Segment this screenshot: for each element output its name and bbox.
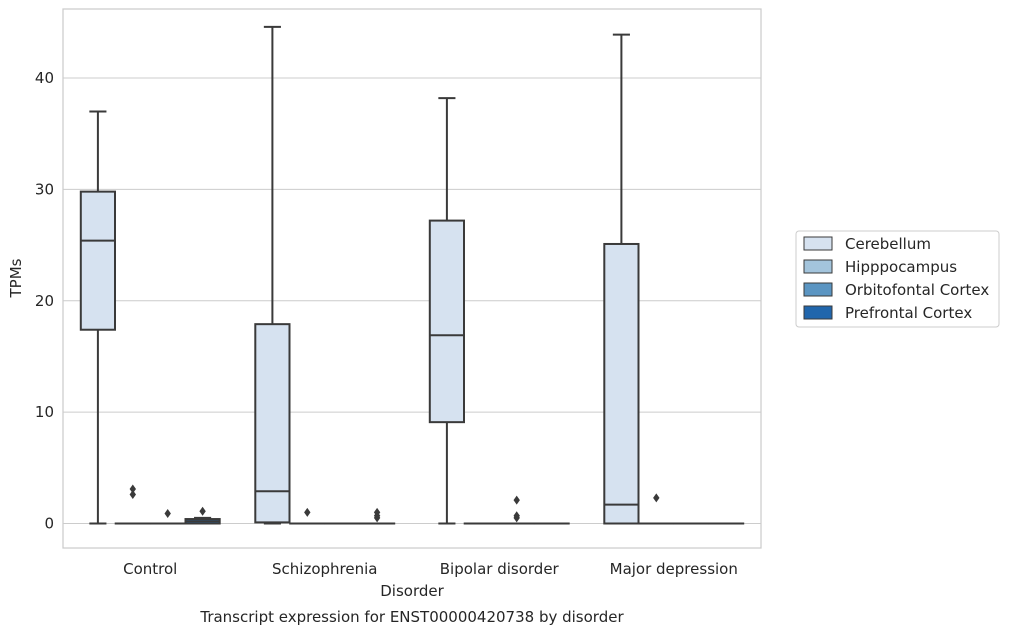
legend-label: Orbitofontal Cortex [845, 281, 989, 299]
box-cerebellum [255, 27, 289, 524]
boxes [81, 27, 743, 524]
outlier-point [304, 508, 310, 517]
x-axis-label: Disorder [380, 582, 444, 600]
legend-label: Hipppocampus [845, 258, 957, 276]
y-tick-label: 20 [35, 292, 54, 310]
gridlines [63, 78, 761, 523]
x-tick-label: Schizophrenia [272, 560, 377, 578]
plot-frame [63, 9, 761, 548]
box-iqr [81, 192, 115, 330]
box-cerebellum [604, 35, 638, 524]
legend-label: Prefrontal Cortex [845, 304, 972, 322]
outlier-point [199, 507, 205, 516]
y-axis-label: TPMs [7, 258, 25, 298]
outlier-point [130, 484, 136, 493]
y-tick-label: 0 [44, 515, 54, 533]
legend-swatch [804, 283, 832, 296]
box-cerebellum [81, 111, 115, 523]
box-hipppocampus [290, 508, 324, 524]
y-axis-ticks: 0 10 20 30 40 [35, 69, 54, 532]
y-tick-label: 30 [35, 180, 54, 198]
x-tick-label: Major depression [610, 560, 738, 578]
legend-swatch [804, 260, 832, 273]
outlier-point [653, 493, 659, 502]
box-prefrontal-cortex [360, 508, 394, 524]
legend-swatch [804, 306, 832, 319]
box-cerebellum [430, 98, 464, 523]
x-tick-label: Bipolar disorder [440, 560, 560, 578]
outlier-point [514, 496, 520, 505]
chart-caption: Transcript expression for ENST0000042073… [199, 608, 624, 626]
box-hipppocampus [639, 493, 673, 523]
box-hipppocampus [116, 484, 150, 523]
box-prefrontal-cortex [185, 507, 219, 524]
legend-label: Cerebellum [845, 235, 931, 253]
box-orbitofontal-cortex [151, 509, 185, 524]
box-iqr [255, 324, 289, 522]
y-tick-label: 10 [35, 403, 54, 421]
box-iqr [430, 221, 464, 423]
outlier-point [165, 509, 171, 518]
x-axis-ticks: Control Schizophrenia Bipolar disorder Majo… [123, 560, 738, 578]
box-orbitofontal-cortex [500, 496, 534, 524]
box-iqr [604, 244, 638, 524]
legend: Cerebellum Hipppocampus Orbitofontal Corte… [796, 231, 999, 327]
x-tick-label: Control [123, 560, 177, 578]
y-tick-label: 40 [35, 69, 54, 87]
legend-swatch [804, 237, 832, 250]
